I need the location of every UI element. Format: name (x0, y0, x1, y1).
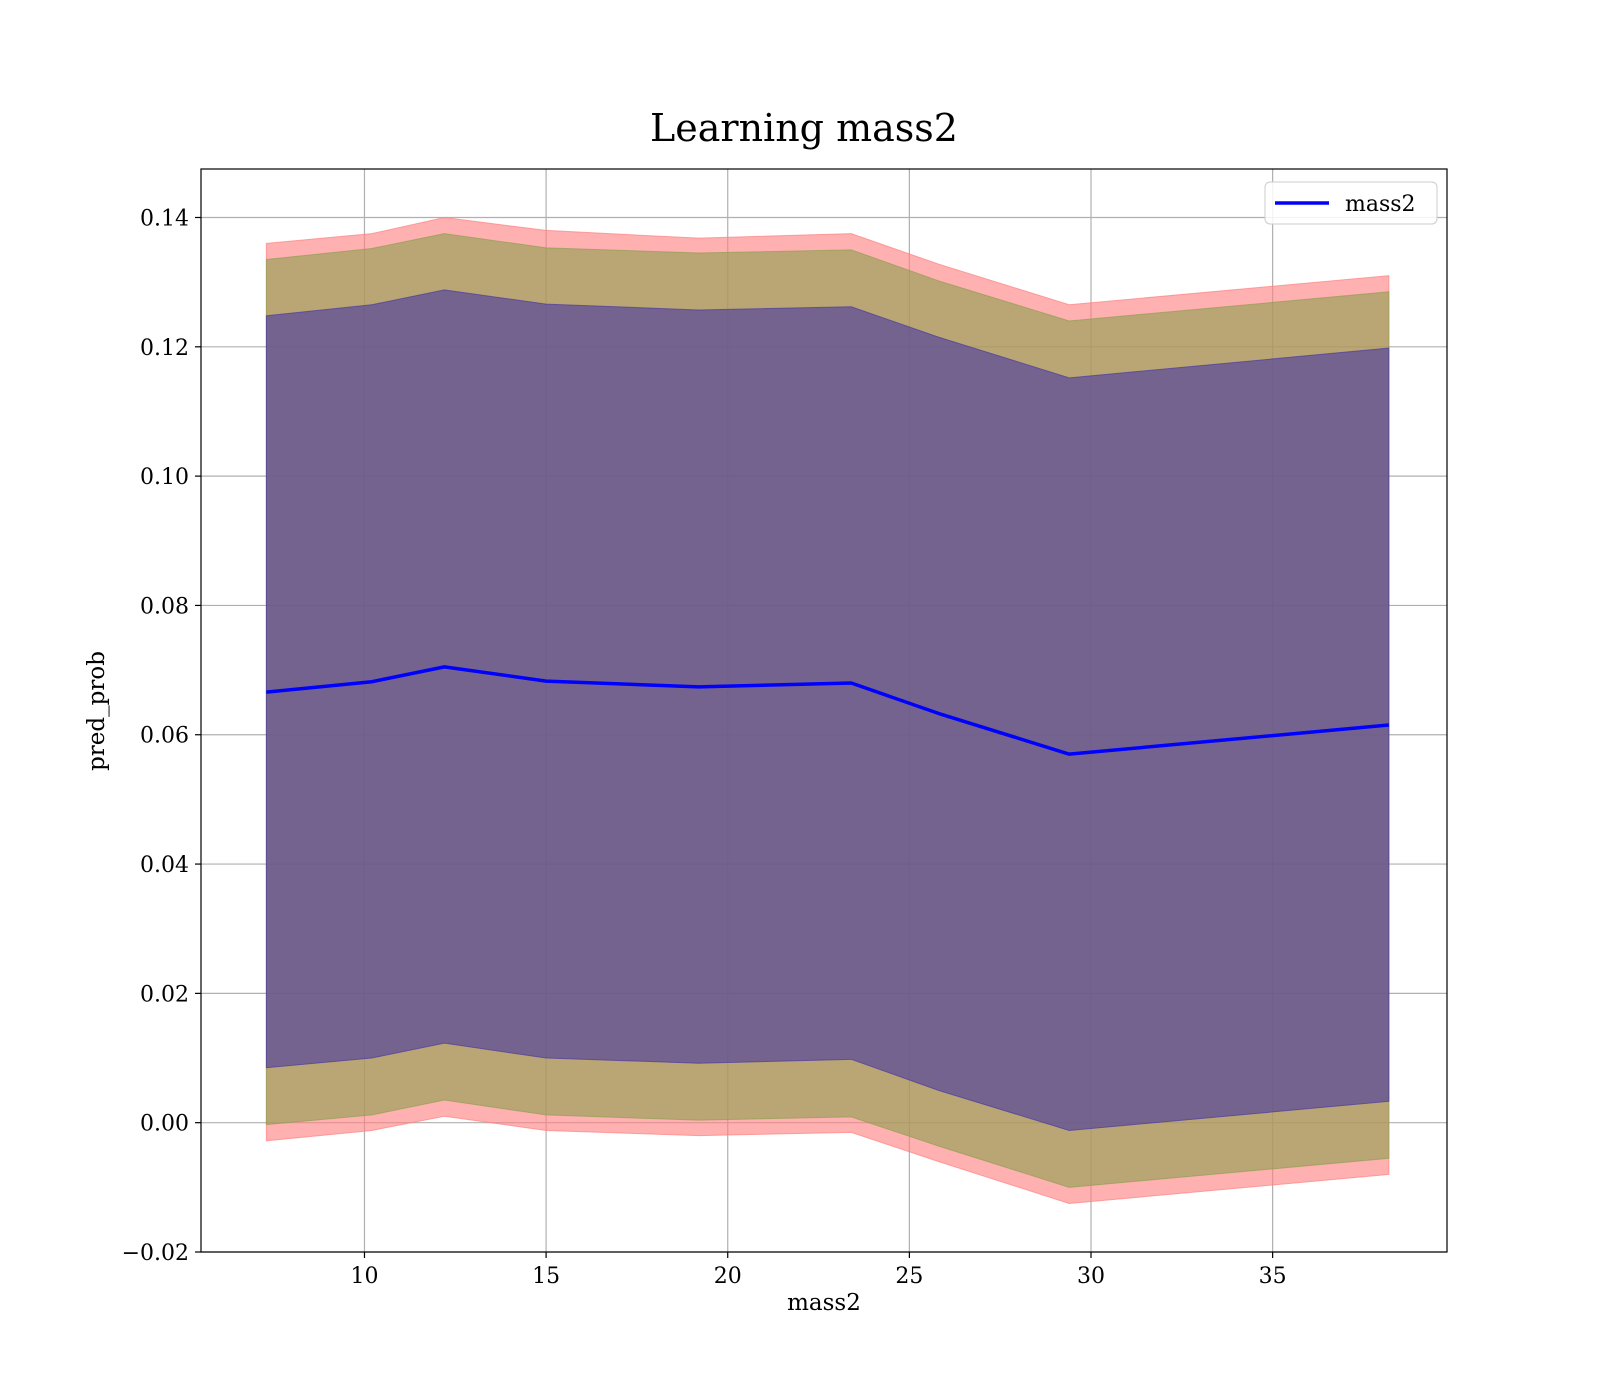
series-lines (266, 665, 1390, 756)
x-tick-label: 30 (1077, 1264, 1105, 1289)
legend-label: mass2 (1345, 192, 1416, 217)
axis-ticks: 10 15 20 25 30 35 −0.02 0.00 0.02 0.04 0.06 0.08 0.1… (122, 206, 1287, 1289)
x-tick-label: 20 (714, 1264, 742, 1289)
y-tick-label: −0.02 (122, 1241, 189, 1266)
y-tick-label: 0.06 (140, 724, 189, 749)
y-tick-label: 0.14 (140, 206, 189, 231)
chart-title: Learning mass2 (650, 106, 958, 150)
series-line-mass2 (266, 665, 1390, 756)
x-axis-label: mass2 (787, 1290, 861, 1316)
y-tick-label: 0.04 (140, 853, 189, 878)
confidence-bands (265, 216, 1390, 1205)
legend: mass2 (1264, 181, 1438, 225)
plot-frame (200, 168, 1448, 1253)
confidence-band-inner (265, 289, 1390, 1131)
y-axis-label: pred_prob (84, 651, 110, 771)
y-tick-label: 0.10 (140, 465, 189, 490)
y-tick-label: 0.08 (140, 594, 189, 619)
x-tick-label: 35 (1259, 1264, 1287, 1289)
y-tick-label: 0.12 (140, 336, 189, 361)
x-tick-label: 10 (350, 1264, 378, 1289)
x-tick-label: 25 (895, 1264, 923, 1289)
x-tick-label: 15 (532, 1264, 560, 1289)
y-tick-label: 0.00 (140, 1112, 189, 1137)
legend-box (1264, 181, 1438, 225)
y-tick-label: 0.02 (140, 982, 189, 1007)
